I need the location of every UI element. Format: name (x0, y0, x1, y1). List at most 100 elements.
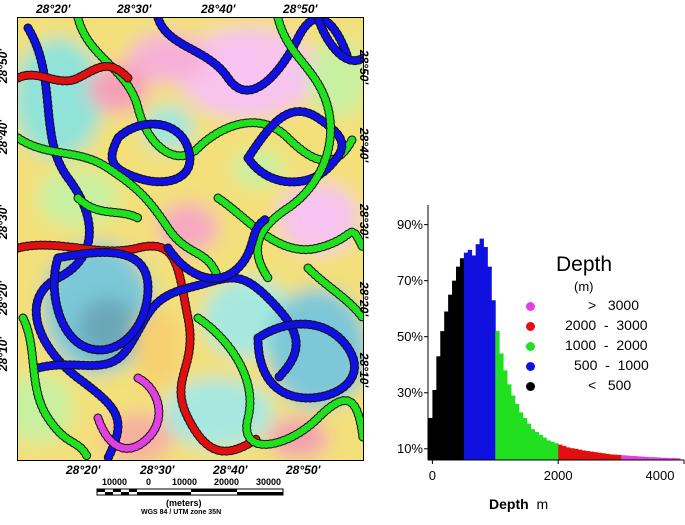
legend-title: Depth (556, 253, 613, 276)
histogram-bar (518, 412, 524, 460)
survey-track (19, 314, 92, 460)
histogram-bar (660, 457, 665, 460)
legend-item-label: 2000 - 3000 (565, 317, 648, 333)
histogram-bar (487, 266, 492, 460)
histogram-bar (566, 447, 571, 460)
histogram-bar (471, 255, 477, 460)
x-tick-label: 2000 (543, 468, 573, 483)
histogram-bar (499, 353, 504, 460)
survey-track (74, 194, 142, 222)
histogram-bar (483, 247, 488, 460)
histogram-bar (617, 454, 622, 460)
histogram-bar (554, 443, 559, 460)
map-panel[interactable] (17, 17, 364, 461)
legend-item-label: 1000 - 2000 (565, 337, 648, 353)
y-tick-label: 70% (396, 272, 423, 288)
histogram-bar (475, 244, 480, 460)
histogram-bar (640, 456, 646, 460)
histogram-bar (467, 249, 473, 460)
y-tick-label: 50% (396, 328, 423, 344)
scale-bar-graphic (96, 488, 284, 496)
histogram-bar (514, 403, 520, 460)
map-top-label: 28°50' (283, 2, 318, 16)
scale-tick-label: 10000 (172, 477, 198, 487)
legend-swatch (526, 302, 535, 311)
x-tick-label: 4000 (645, 468, 675, 483)
scale-tick-label: 0 (146, 477, 152, 487)
histogram-bar (625, 455, 630, 460)
y-tick-label: 10% (396, 440, 423, 456)
scale-bar: 10000 0 10000 20000 30000 (meters) WGS 8… (96, 477, 286, 517)
survey-track (94, 374, 163, 452)
histogram-bar (632, 456, 638, 460)
map-bottom-label: 28°40' (213, 463, 248, 477)
histogram-bar (526, 423, 532, 460)
histogram-bar (538, 434, 543, 460)
histogram-bar (511, 395, 516, 460)
survey-track (194, 314, 363, 448)
histogram-bar (656, 457, 661, 460)
map-top-label: 28°20' (36, 2, 71, 16)
map-top-label: 28°30' (117, 2, 152, 16)
histogram-bar (436, 356, 441, 460)
legend-item-label: > 3000 (588, 297, 639, 313)
histogram-bar (613, 454, 618, 460)
histogram-bar (491, 300, 496, 460)
histogram-bar (534, 431, 539, 460)
y-tick-label: 90% (396, 216, 423, 232)
survey-track (108, 120, 194, 186)
histogram-bar (452, 280, 457, 460)
histogram-bar (589, 451, 594, 460)
histogram-bar (585, 451, 591, 460)
y-tick-label: 30% (396, 384, 423, 400)
legend-item-label: < 500 (588, 377, 632, 393)
histogram-bar (562, 445, 567, 460)
survey-track (154, 18, 352, 94)
scale-tick-label: 10000 (102, 477, 128, 487)
histogram-bar (455, 266, 461, 460)
histogram-bar (573, 448, 579, 460)
legend-item-label: 500 - 1000 (574, 357, 649, 373)
scale-unit: (meters) (166, 498, 202, 508)
histogram-bar (672, 458, 677, 460)
histogram-bar (522, 417, 528, 460)
legend-swatch (526, 362, 535, 371)
survey-track (18, 134, 222, 282)
histogram-bar (444, 311, 449, 460)
histogram-bar (648, 457, 653, 460)
histogram-bar (593, 452, 598, 460)
histogram-bar (664, 457, 669, 460)
depth-map (18, 18, 363, 460)
histogram-bar (609, 454, 614, 460)
histogram-bar (577, 449, 583, 460)
histogram-bar (621, 455, 626, 460)
histogram-bar (605, 453, 610, 460)
survey-track (304, 264, 363, 322)
histogram-bar (601, 453, 606, 460)
x-axis-label: Depth m (489, 496, 549, 512)
map-bottom-label: 28°50' (286, 463, 321, 477)
histogram-bar (597, 452, 602, 460)
scale-tick-label: 30000 (256, 477, 282, 487)
legend-swatch (526, 382, 535, 391)
histogram-bar (550, 441, 555, 460)
histogram-bar (628, 455, 634, 460)
histogram-bar (546, 440, 551, 460)
histogram-bar (676, 458, 681, 460)
histogram-bar (507, 384, 512, 460)
map-bottom-label: 28°30' (140, 463, 175, 477)
survey-track (314, 18, 363, 64)
legend-swatch (526, 342, 535, 351)
histogram-bar (581, 450, 587, 460)
map-top-label: 28°40' (201, 2, 236, 16)
histogram-bar (652, 457, 657, 460)
histogram-bar (428, 417, 433, 460)
histogram-bar (448, 294, 453, 460)
scale-tick-label: 20000 (214, 477, 240, 487)
map-bottom-label: 28°20' (66, 463, 101, 477)
survey-track (18, 62, 132, 85)
legend-unit: (m) (574, 279, 594, 294)
survey-track (50, 248, 152, 354)
survey-track (254, 320, 358, 402)
